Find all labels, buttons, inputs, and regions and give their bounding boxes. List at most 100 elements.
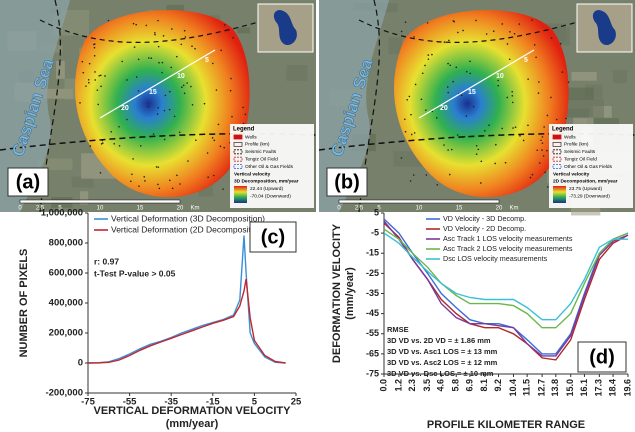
well-dot bbox=[444, 41, 446, 43]
profile-label: 10 bbox=[496, 73, 504, 80]
well-dot bbox=[538, 81, 540, 83]
well-dot bbox=[405, 131, 407, 133]
well-dot bbox=[153, 133, 155, 135]
well-dot bbox=[216, 89, 218, 91]
well-dot bbox=[550, 97, 552, 99]
well-dot bbox=[170, 67, 172, 69]
well-dot bbox=[447, 92, 449, 94]
well-dot bbox=[462, 30, 464, 32]
well-dot bbox=[194, 48, 196, 50]
panel-label: (b) bbox=[334, 171, 360, 193]
well-dot bbox=[180, 44, 182, 46]
well-dot bbox=[449, 174, 451, 176]
legend-item: Other Oil & Gas Fields bbox=[245, 164, 294, 170]
well-dot bbox=[207, 152, 209, 154]
well-dot bbox=[133, 23, 135, 25]
well-dot bbox=[222, 188, 224, 190]
well-dot bbox=[138, 90, 140, 92]
well-dot bbox=[427, 54, 429, 56]
well-dot bbox=[89, 63, 91, 65]
well-dot bbox=[494, 163, 496, 165]
well-dot bbox=[530, 177, 532, 179]
well-dot bbox=[531, 19, 533, 21]
well-dot bbox=[220, 50, 222, 52]
well-dot bbox=[519, 23, 521, 25]
well-dot bbox=[81, 61, 83, 63]
well-dot bbox=[204, 103, 206, 105]
well-dot bbox=[231, 116, 233, 118]
well-dot bbox=[424, 65, 426, 67]
well-dot bbox=[519, 135, 521, 137]
well-dot bbox=[174, 116, 176, 118]
well-dot bbox=[551, 37, 553, 39]
well-dot bbox=[97, 89, 99, 91]
well-dot bbox=[455, 67, 457, 69]
legend-item: Other Oil & Gas Fields bbox=[564, 164, 613, 170]
well-dot bbox=[475, 20, 477, 22]
x-tick-label: 18.4 bbox=[607, 379, 617, 397]
well-dot bbox=[185, 36, 187, 38]
well-dot bbox=[154, 32, 156, 34]
well-dot bbox=[176, 56, 178, 58]
profile-label: 15 bbox=[468, 89, 476, 96]
legend-item: Vertical velocity bbox=[234, 171, 271, 177]
well-dot bbox=[184, 93, 186, 95]
legend-item: Profile (km) bbox=[564, 142, 589, 148]
well-dot bbox=[154, 34, 156, 36]
well-dot bbox=[100, 86, 102, 88]
well-dot bbox=[186, 82, 188, 84]
well-dot bbox=[126, 79, 128, 81]
well-dot bbox=[512, 127, 514, 129]
well-dot bbox=[448, 40, 450, 42]
well-dot bbox=[511, 95, 513, 97]
legend-label: Asc Track 2 LOS velocity measurements bbox=[443, 244, 573, 253]
well-dot bbox=[169, 180, 171, 182]
well-dot bbox=[94, 71, 96, 73]
x-tick-label: 6.9 bbox=[464, 379, 474, 392]
well-dot bbox=[223, 147, 225, 149]
well-dot bbox=[183, 85, 185, 87]
legend-item: Wells bbox=[245, 134, 257, 140]
series-line bbox=[88, 279, 286, 363]
well-dot bbox=[100, 75, 102, 77]
well-dot bbox=[163, 35, 165, 37]
well-dot bbox=[547, 115, 549, 117]
well-dot bbox=[230, 90, 232, 92]
legend-symbol bbox=[234, 135, 242, 139]
well-dot bbox=[164, 139, 166, 141]
well-dot bbox=[102, 142, 104, 144]
x-tick-label: 2.3 bbox=[407, 379, 417, 392]
well-dot bbox=[126, 119, 128, 121]
well-dot bbox=[135, 24, 137, 26]
scale-label: 15 bbox=[456, 206, 463, 212]
well-dot bbox=[157, 20, 159, 22]
legend-item: -73.29 (Downward) bbox=[569, 193, 610, 199]
well-dot bbox=[556, 119, 558, 121]
well-dot bbox=[108, 20, 110, 22]
well-dot bbox=[138, 185, 140, 187]
legend-item: Vertical velocity bbox=[553, 171, 590, 177]
x-tick-label: 13.8 bbox=[550, 379, 560, 397]
well-dot bbox=[493, 30, 495, 32]
y-axis-label: DEFORMATION VELOCITY bbox=[331, 223, 343, 363]
well-dot bbox=[224, 24, 226, 26]
well-dot bbox=[184, 30, 186, 32]
well-dot bbox=[486, 33, 488, 35]
terrain-patch bbox=[571, 72, 596, 81]
well-dot bbox=[220, 146, 222, 148]
well-dot bbox=[532, 174, 534, 176]
well-dot bbox=[179, 132, 181, 134]
well-dot bbox=[94, 79, 96, 81]
well-dot bbox=[404, 118, 406, 120]
figure: 5101520Caspian SeaLegendWellsProfile (km… bbox=[0, 0, 635, 432]
x-tick-label: 10.4 bbox=[508, 379, 518, 397]
well-dot bbox=[218, 124, 220, 126]
x-tick-label: 4.6 bbox=[436, 379, 446, 392]
well-dot bbox=[422, 72, 424, 74]
well-dot bbox=[213, 175, 215, 177]
well-dot bbox=[192, 104, 194, 106]
well-dot bbox=[409, 96, 411, 98]
well-dot bbox=[428, 58, 430, 60]
well-dot bbox=[539, 162, 541, 164]
